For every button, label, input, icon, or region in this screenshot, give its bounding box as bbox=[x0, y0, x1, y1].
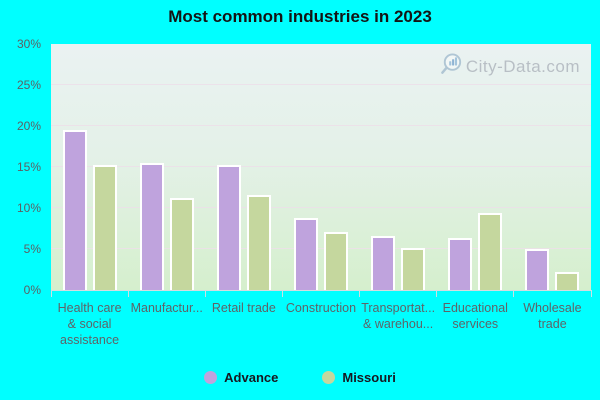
legend-item-advance: Advance bbox=[204, 370, 278, 385]
bar-missouri bbox=[169, 197, 194, 290]
x-tick bbox=[359, 290, 361, 297]
legend: Advance Missouri bbox=[0, 370, 600, 385]
watermark: City-Data.com bbox=[439, 52, 580, 82]
x-tick bbox=[590, 290, 592, 297]
x-axis-labels: Health care & social assistance Manufactu… bbox=[51, 300, 591, 348]
x-tick bbox=[513, 290, 515, 297]
bar-groups bbox=[51, 44, 591, 290]
y-tick-label: 0% bbox=[23, 283, 41, 297]
legend-swatch-icon bbox=[204, 371, 218, 384]
bar-advance bbox=[62, 129, 87, 290]
bar-group bbox=[514, 44, 591, 290]
x-category-label: Educational services bbox=[442, 301, 508, 331]
legend-item-missouri: Missouri bbox=[322, 370, 396, 385]
y-tick-label: 15% bbox=[16, 160, 41, 174]
bar-missouri bbox=[401, 247, 426, 290]
gridline bbox=[51, 166, 591, 167]
x-category-label: Health care & social assistance bbox=[57, 301, 122, 347]
legend-label: Advance bbox=[224, 370, 279, 385]
gridline bbox=[51, 84, 591, 85]
watermark-text: City-Data.com bbox=[465, 57, 580, 76]
y-tick-label: 10% bbox=[16, 201, 41, 215]
bar-group bbox=[128, 44, 205, 290]
bar-advance bbox=[525, 248, 550, 290]
bar-missouri bbox=[478, 212, 503, 290]
x-tick bbox=[281, 290, 283, 297]
y-tick-label: 25% bbox=[16, 78, 41, 92]
x-category-label: Transportat... & warehou... bbox=[361, 301, 436, 331]
x-tick bbox=[127, 290, 129, 297]
bar-advance bbox=[293, 218, 318, 290]
y-tick-label: 30% bbox=[16, 37, 41, 51]
y-tick-label: 20% bbox=[16, 119, 41, 133]
gridline bbox=[51, 248, 591, 249]
bar-advance bbox=[216, 165, 241, 290]
x-category-label: Construction bbox=[285, 301, 357, 315]
bar-advance bbox=[371, 236, 396, 290]
page-title: Most common industries in 2023 bbox=[168, 7, 432, 26]
bar-missouri bbox=[246, 194, 271, 290]
x-ticks bbox=[50, 290, 592, 297]
plot-area: Health care & social assistance Manufactu… bbox=[50, 44, 592, 347]
bar-group bbox=[360, 44, 437, 290]
y-axis-labels: 0% 5% 10% 15% 20% 25% 30% bbox=[0, 37, 46, 297]
gridline bbox=[51, 207, 591, 208]
legend-swatch-icon bbox=[322, 371, 336, 384]
bar-missouri bbox=[323, 232, 348, 290]
bar-missouri bbox=[555, 271, 580, 290]
legend-label: Missouri bbox=[342, 370, 396, 385]
bar-group bbox=[437, 44, 514, 290]
y-tick-label: 5% bbox=[23, 242, 41, 256]
x-tick bbox=[50, 290, 52, 297]
bar-group bbox=[205, 44, 282, 290]
bar-missouri bbox=[92, 165, 117, 290]
bar-group bbox=[282, 44, 359, 290]
x-tick bbox=[436, 290, 438, 297]
x-tick bbox=[204, 290, 206, 297]
x-category-label: Retail trade bbox=[211, 301, 276, 315]
magnifier-chart-icon bbox=[439, 52, 464, 82]
gridline bbox=[51, 125, 591, 126]
bar-group bbox=[51, 44, 128, 290]
bar-advance bbox=[139, 163, 164, 290]
bar-advance bbox=[448, 237, 473, 290]
x-category-label: Manufactur... bbox=[130, 301, 203, 315]
x-category-label: Wholesale trade bbox=[523, 301, 582, 331]
